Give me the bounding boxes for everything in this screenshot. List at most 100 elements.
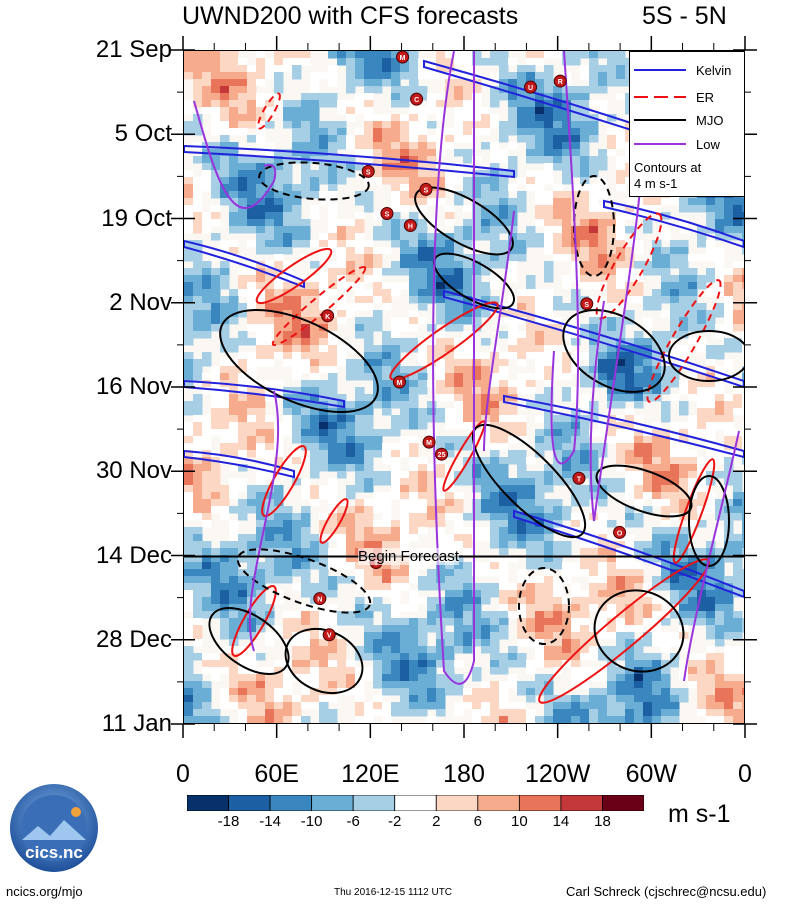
heatmap-cell xyxy=(643,359,653,367)
heatmap-cell xyxy=(481,338,491,346)
heatmap-cell xyxy=(220,338,230,346)
heatmap-cell xyxy=(202,65,212,73)
heatmap-cell xyxy=(328,289,338,297)
heatmap-cell xyxy=(481,366,491,374)
heatmap-cell xyxy=(418,527,428,535)
heatmap-cell xyxy=(490,408,500,416)
heatmap-cell xyxy=(463,268,473,276)
heatmap-cell xyxy=(184,422,194,430)
heatmap-cell xyxy=(508,723,518,724)
heatmap-cell xyxy=(634,646,644,654)
heatmap-cell xyxy=(616,156,626,164)
heatmap-cell xyxy=(256,422,266,430)
heatmap-cell xyxy=(283,331,293,339)
heatmap-cell xyxy=(220,373,230,381)
heatmap-cell xyxy=(283,303,293,311)
heatmap-cell xyxy=(184,401,194,409)
heatmap-cell xyxy=(382,653,392,661)
heatmap-cell xyxy=(562,646,572,654)
heatmap-cell xyxy=(382,268,392,276)
heatmap-cell xyxy=(472,415,482,423)
heatmap-cell xyxy=(220,72,230,80)
heatmap-cell xyxy=(535,114,545,122)
heatmap-cell xyxy=(508,422,518,430)
heatmap-cell xyxy=(436,247,446,255)
heatmap-cell xyxy=(409,310,419,318)
heatmap-cell xyxy=(229,163,239,171)
mjo-contour xyxy=(284,627,364,695)
heatmap-cell xyxy=(463,184,473,192)
heatmap-cell xyxy=(481,506,491,514)
heatmap-cell xyxy=(373,646,383,654)
heatmap-cell xyxy=(724,709,734,717)
heatmap-cell xyxy=(229,653,239,661)
heatmap-cell xyxy=(553,114,563,122)
heatmap-cell xyxy=(598,597,608,605)
heatmap-cell xyxy=(481,310,491,318)
heatmap-cell xyxy=(391,58,401,66)
heatmap-cell xyxy=(418,219,428,227)
heatmap-cell xyxy=(382,373,392,381)
heatmap-cell xyxy=(598,604,608,612)
colorbar-segment xyxy=(560,795,603,811)
heatmap-cell xyxy=(553,142,563,150)
heatmap-cell xyxy=(445,597,455,605)
heatmap-cell xyxy=(589,590,599,598)
heatmap-cell xyxy=(418,674,428,682)
heatmap-cell xyxy=(409,562,419,570)
heatmap-cell xyxy=(400,639,410,647)
heatmap-cell xyxy=(454,597,464,605)
heatmap-cell xyxy=(499,429,509,437)
heatmap-cell xyxy=(310,261,320,269)
heatmap-cell xyxy=(373,289,383,297)
heatmap-cell xyxy=(238,401,248,409)
heatmap-cell xyxy=(364,576,374,584)
heatmap-cell xyxy=(220,667,230,675)
heatmap-cell xyxy=(247,632,257,640)
heatmap-cell xyxy=(301,590,311,598)
heatmap-cell xyxy=(454,310,464,318)
heatmap-cell xyxy=(607,688,617,696)
heatmap-cell xyxy=(382,541,392,549)
heatmap-cell xyxy=(220,653,230,661)
heatmap-cell xyxy=(454,275,464,283)
heatmap-cell xyxy=(292,387,302,395)
heatmap-cell xyxy=(715,674,725,682)
heatmap-cell xyxy=(238,93,248,101)
heatmap-cell xyxy=(220,303,230,311)
y-tick-label: 11 Jan xyxy=(101,710,172,737)
heatmap-cell xyxy=(463,478,473,486)
heatmap-cell xyxy=(346,233,356,241)
heatmap-cell xyxy=(589,695,599,703)
heatmap-cell xyxy=(517,478,527,486)
heatmap-cell xyxy=(553,331,563,339)
heatmap-cell xyxy=(436,688,446,696)
heatmap-cell xyxy=(562,597,572,605)
heatmap-cell xyxy=(481,296,491,304)
heatmap-cell xyxy=(220,58,230,66)
heatmap-cell xyxy=(391,65,401,73)
heatmap-cell xyxy=(733,485,743,493)
heatmap-cell xyxy=(616,212,626,220)
heatmap-cell xyxy=(616,681,626,689)
heatmap-cell xyxy=(319,653,329,661)
heatmap-cell xyxy=(418,695,428,703)
heatmap-cell xyxy=(544,611,554,619)
heatmap-cell xyxy=(616,583,626,591)
heatmap-cell xyxy=(418,240,428,248)
heatmap-cell xyxy=(265,576,275,584)
heatmap-cell xyxy=(256,177,266,185)
heatmap-cell xyxy=(535,107,545,115)
heatmap-cell xyxy=(580,681,590,689)
heatmap-cell xyxy=(661,485,671,493)
heatmap-cell xyxy=(553,135,563,143)
heatmap-cell xyxy=(256,618,266,626)
heatmap-cell xyxy=(679,611,689,619)
heatmap-cell xyxy=(481,282,491,290)
heatmap-cell xyxy=(652,604,662,612)
heatmap-cell xyxy=(220,149,230,157)
heatmap-cell xyxy=(400,317,410,325)
heatmap-cell xyxy=(580,72,590,80)
heatmap-cell xyxy=(544,590,554,598)
heatmap-cell xyxy=(274,317,284,325)
